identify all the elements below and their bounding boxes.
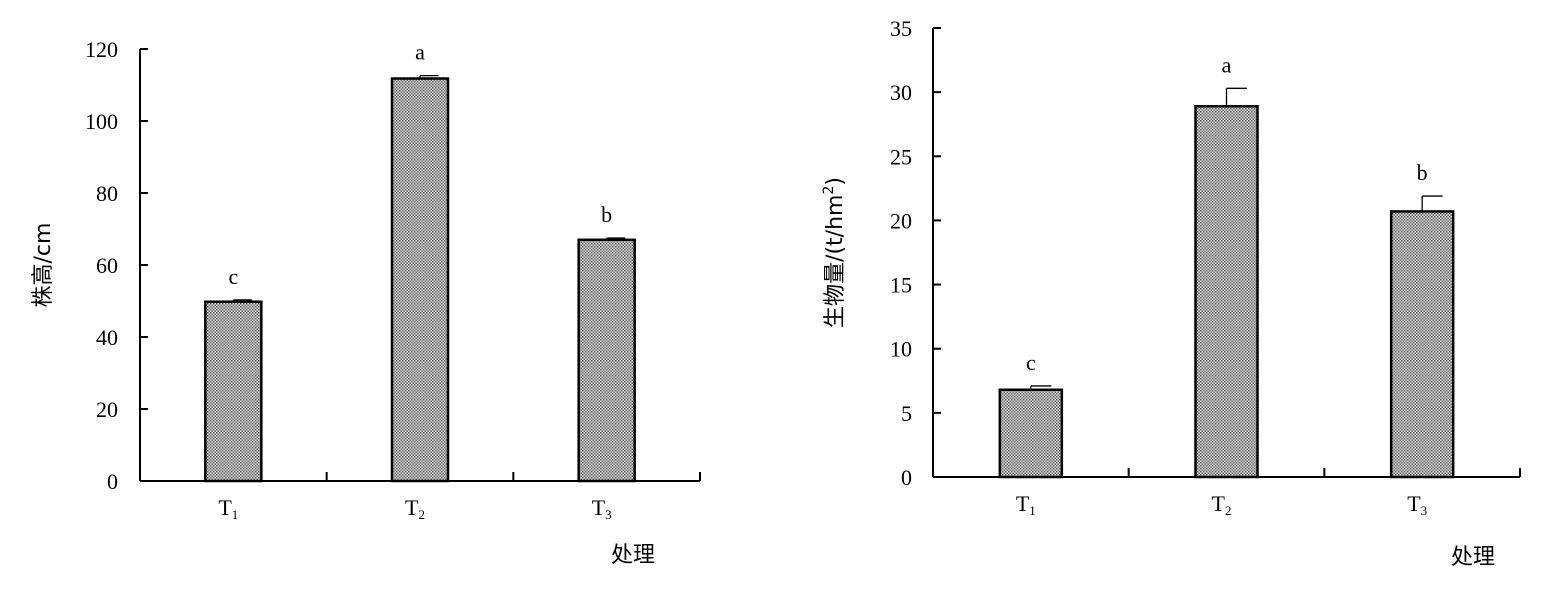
- x-tick-label: T2: [1212, 491, 1232, 518]
- y-axis-title-text: 生物量/(t/hm: [823, 195, 848, 328]
- x-axis-title: 处理: [1451, 545, 1495, 570]
- significance-label: a: [415, 40, 425, 65]
- y-tick-label: 80: [96, 181, 118, 206]
- bar: [204, 300, 263, 483]
- y-tick-label: 60: [96, 253, 118, 278]
- y-tick-label: 5: [901, 401, 912, 426]
- significance-label: c: [228, 264, 238, 289]
- bar: [390, 77, 450, 483]
- x-tick-label: T1: [1016, 491, 1036, 518]
- y-tick-label: 35: [890, 16, 912, 41]
- bar: [1194, 105, 1259, 479]
- x-tick-label: T3: [1407, 491, 1427, 518]
- y-tick-label: 0: [107, 469, 118, 494]
- y-tick-label: 0: [901, 465, 912, 490]
- x-axis-title: 处理: [611, 543, 655, 568]
- y-tick-label: 25: [890, 144, 912, 169]
- x-tick-label-sub: 1: [1029, 503, 1036, 518]
- x-tick-label-main: T: [1407, 491, 1421, 516]
- x-tick-label-sub: 2: [418, 507, 425, 522]
- y-tick-label: 20: [96, 397, 118, 422]
- x-tick-label-sub: 3: [605, 507, 612, 522]
- y-tick-label: 10: [890, 337, 912, 362]
- x-tick-label: T1: [218, 495, 238, 522]
- y-axis-title-text: 株高/cm: [31, 223, 56, 308]
- y-tick-label: 20: [890, 208, 912, 233]
- y-axis-title: 生物量/(t/hm2): [821, 177, 848, 328]
- x-tick-label: T3: [592, 495, 612, 522]
- y-axis-title-close: ): [823, 177, 848, 186]
- bar: [998, 388, 1064, 479]
- x-tick-label-sub: 3: [1421, 503, 1428, 518]
- y-axis-title: 株高/cm: [31, 223, 56, 308]
- bar: [1389, 210, 1455, 479]
- y-tick-label: 15: [890, 273, 912, 298]
- y-tick-label: 120: [85, 37, 118, 62]
- x-tick-label-main: T: [592, 495, 606, 520]
- x-tick-label: T2: [405, 495, 425, 522]
- bar: [577, 238, 636, 483]
- y-axis-title-sup: 2: [821, 186, 837, 195]
- significance-label: b: [601, 202, 612, 227]
- x-tick-label-main: T: [218, 495, 232, 520]
- x-tick-label-sub: 1: [232, 507, 239, 522]
- x-tick-label-main: T: [1212, 491, 1226, 516]
- x-tick-label-main: T: [1016, 491, 1030, 516]
- significance-label: c: [1026, 350, 1036, 375]
- y-tick-label: 40: [96, 325, 118, 350]
- x-tick-label-main: T: [405, 495, 419, 520]
- significance-label: a: [1222, 52, 1232, 77]
- x-tick-label-sub: 2: [1225, 503, 1232, 518]
- y-tick-label: 100: [85, 109, 118, 134]
- significance-label: b: [1417, 160, 1428, 185]
- y-tick-label: 30: [890, 80, 912, 105]
